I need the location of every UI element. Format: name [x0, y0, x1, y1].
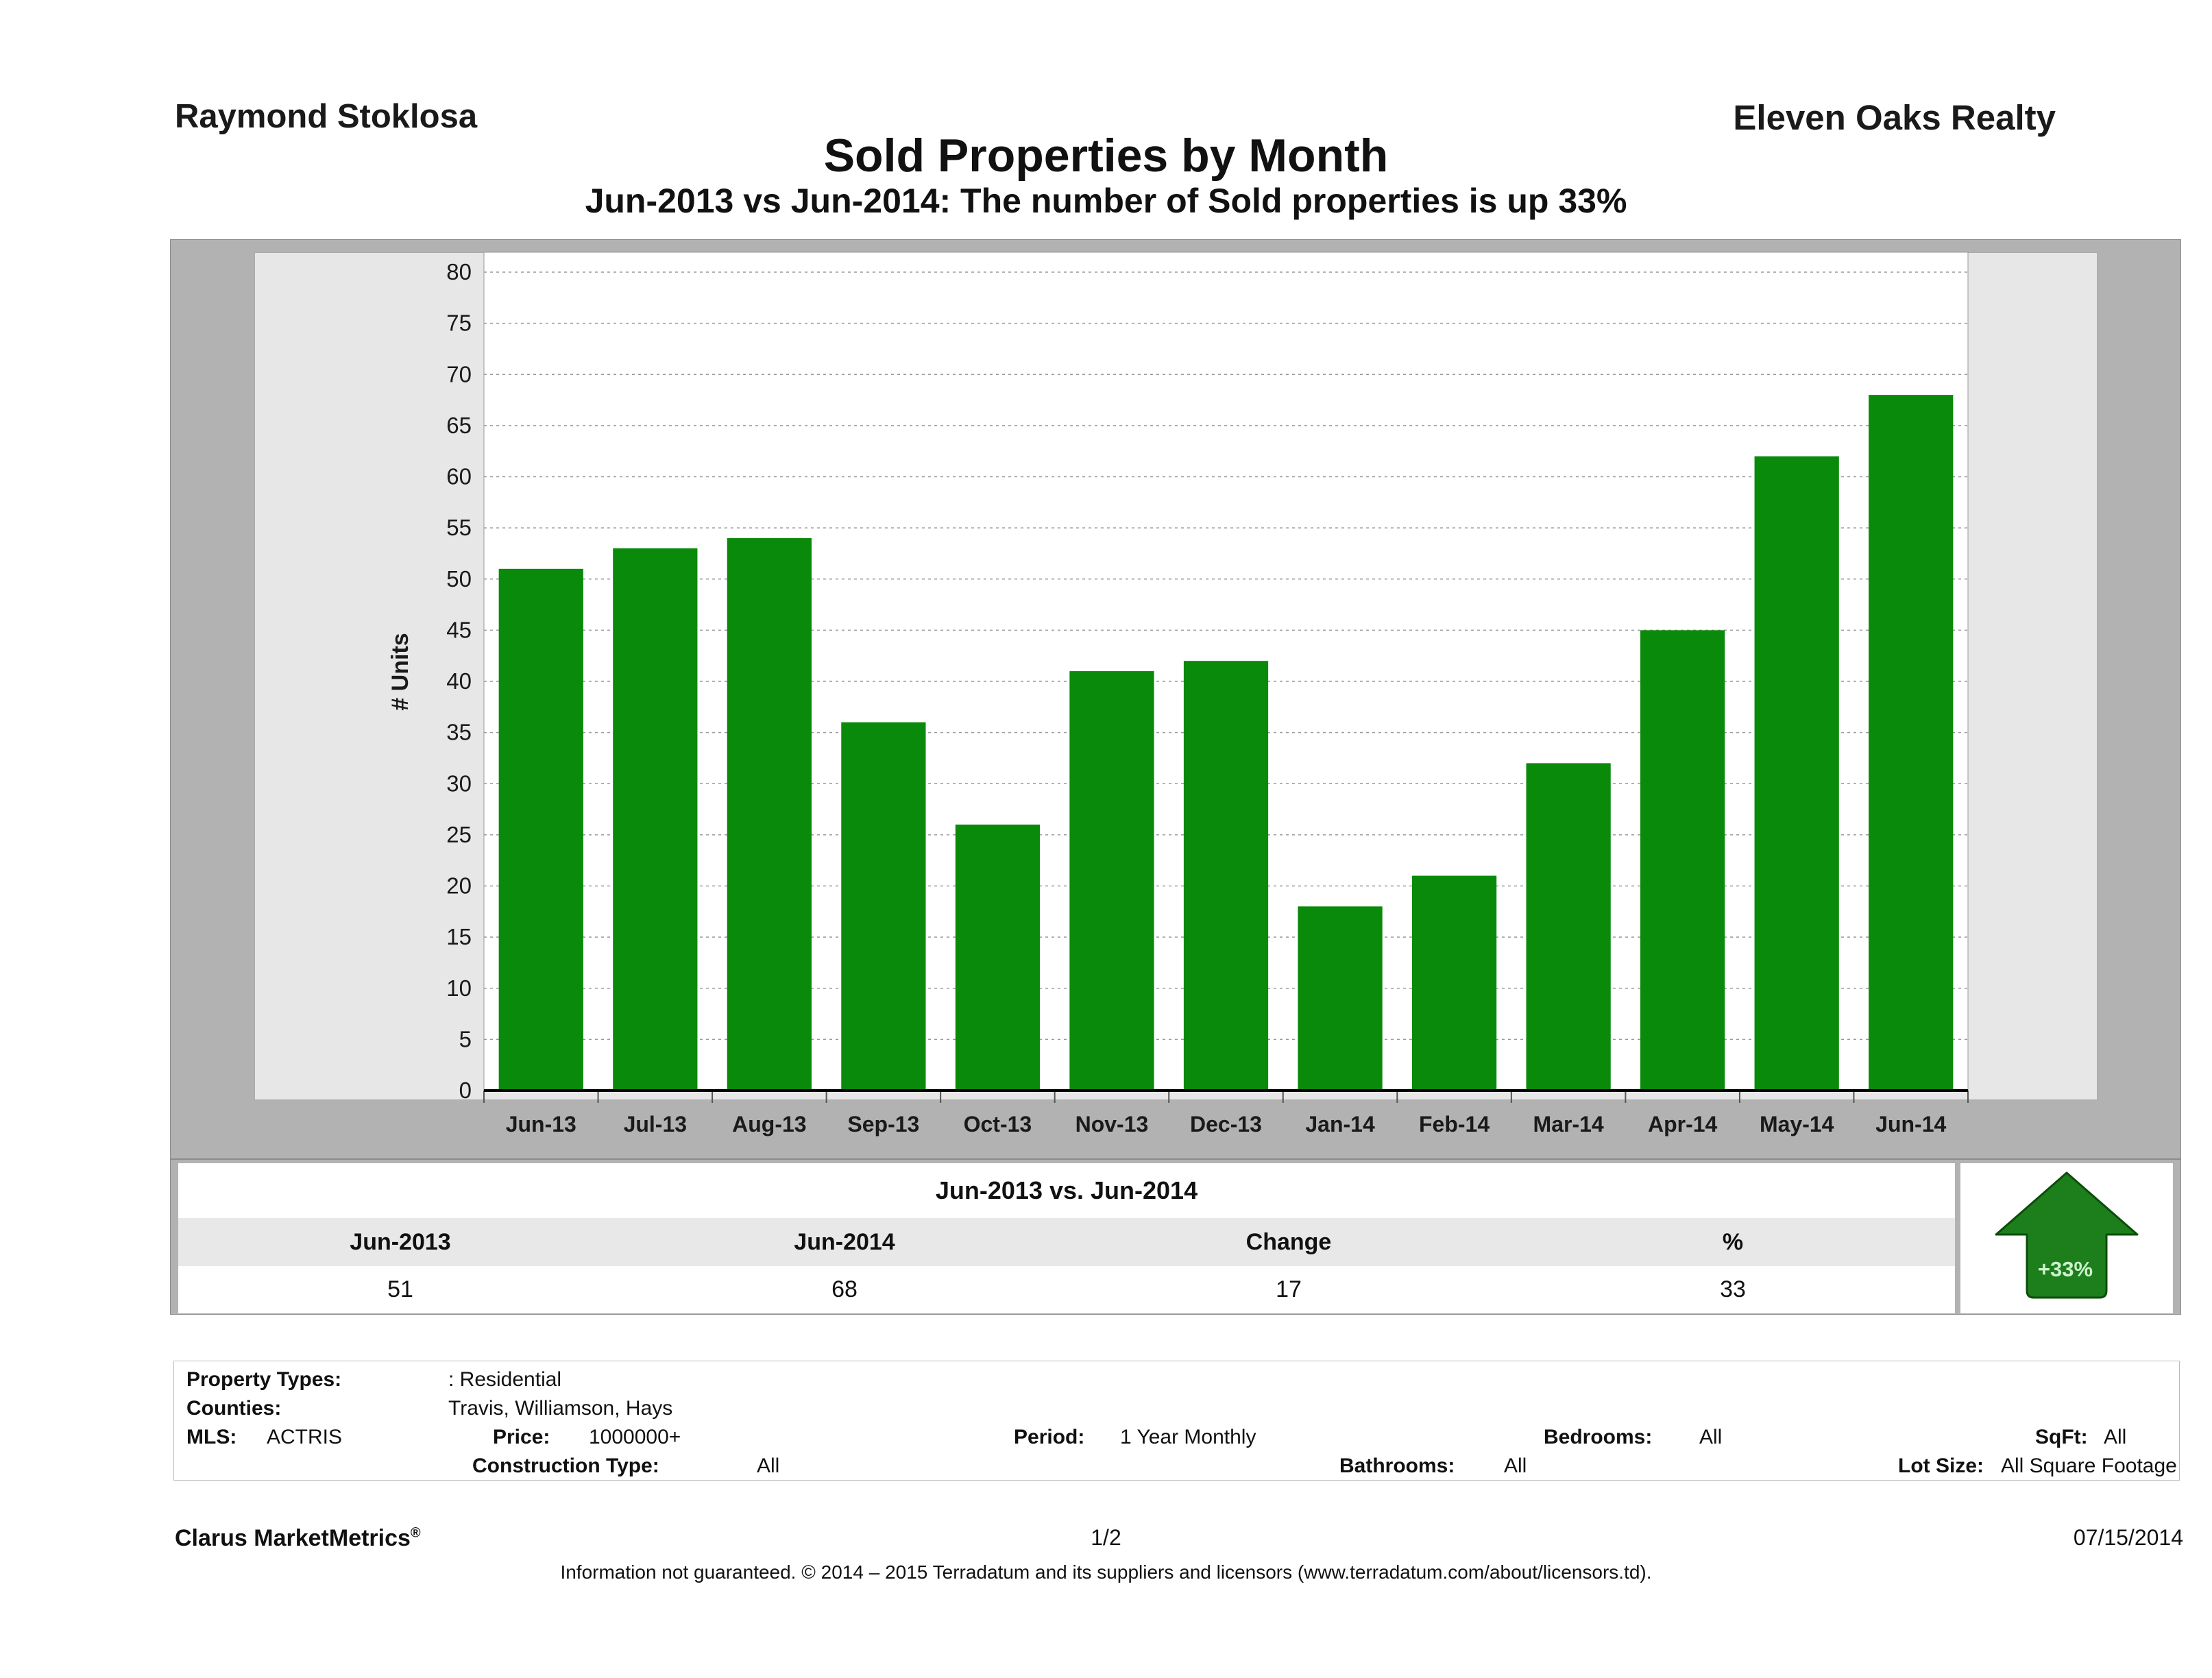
- svg-text:10: 10: [446, 975, 472, 1001]
- svg-text:5: 5: [459, 1026, 472, 1051]
- svg-text:0: 0: [459, 1078, 472, 1103]
- svg-text:25: 25: [446, 822, 472, 847]
- svg-text:Jun-13: Jun-13: [506, 1112, 576, 1136]
- svg-text:50: 50: [446, 566, 472, 592]
- svg-text:Jan-14: Jan-14: [1305, 1112, 1375, 1136]
- svg-text:65: 65: [446, 413, 472, 438]
- svg-text:Aug-13: Aug-13: [732, 1112, 806, 1136]
- svg-text:55: 55: [446, 515, 472, 540]
- svg-text:Dec-13: Dec-13: [1190, 1112, 1262, 1136]
- svg-text:35: 35: [446, 720, 472, 745]
- svg-text:40: 40: [446, 668, 472, 694]
- svg-text:20: 20: [446, 873, 472, 899]
- svg-text:Sep-13: Sep-13: [847, 1112, 919, 1136]
- svg-text:Jul-13: Jul-13: [624, 1112, 687, 1136]
- svg-text:Apr-14: Apr-14: [1648, 1112, 1718, 1136]
- svg-text:Feb-14: Feb-14: [1419, 1112, 1490, 1136]
- svg-text:Jun-14: Jun-14: [1875, 1112, 1946, 1136]
- svg-text:Oct-13: Oct-13: [964, 1112, 1032, 1136]
- svg-text:60: 60: [446, 464, 472, 489]
- svg-text:80: 80: [446, 259, 472, 284]
- svg-text:+33%: +33%: [2038, 1257, 2093, 1281]
- svg-text:70: 70: [446, 361, 472, 387]
- svg-text:45: 45: [446, 617, 472, 642]
- svg-text:15: 15: [446, 924, 472, 949]
- svg-text:May-14: May-14: [1760, 1112, 1834, 1136]
- svg-text:Nov-13: Nov-13: [1075, 1112, 1149, 1136]
- svg-text:30: 30: [446, 770, 472, 796]
- svg-text:Mar-14: Mar-14: [1533, 1112, 1604, 1136]
- svg-text:75: 75: [446, 311, 472, 336]
